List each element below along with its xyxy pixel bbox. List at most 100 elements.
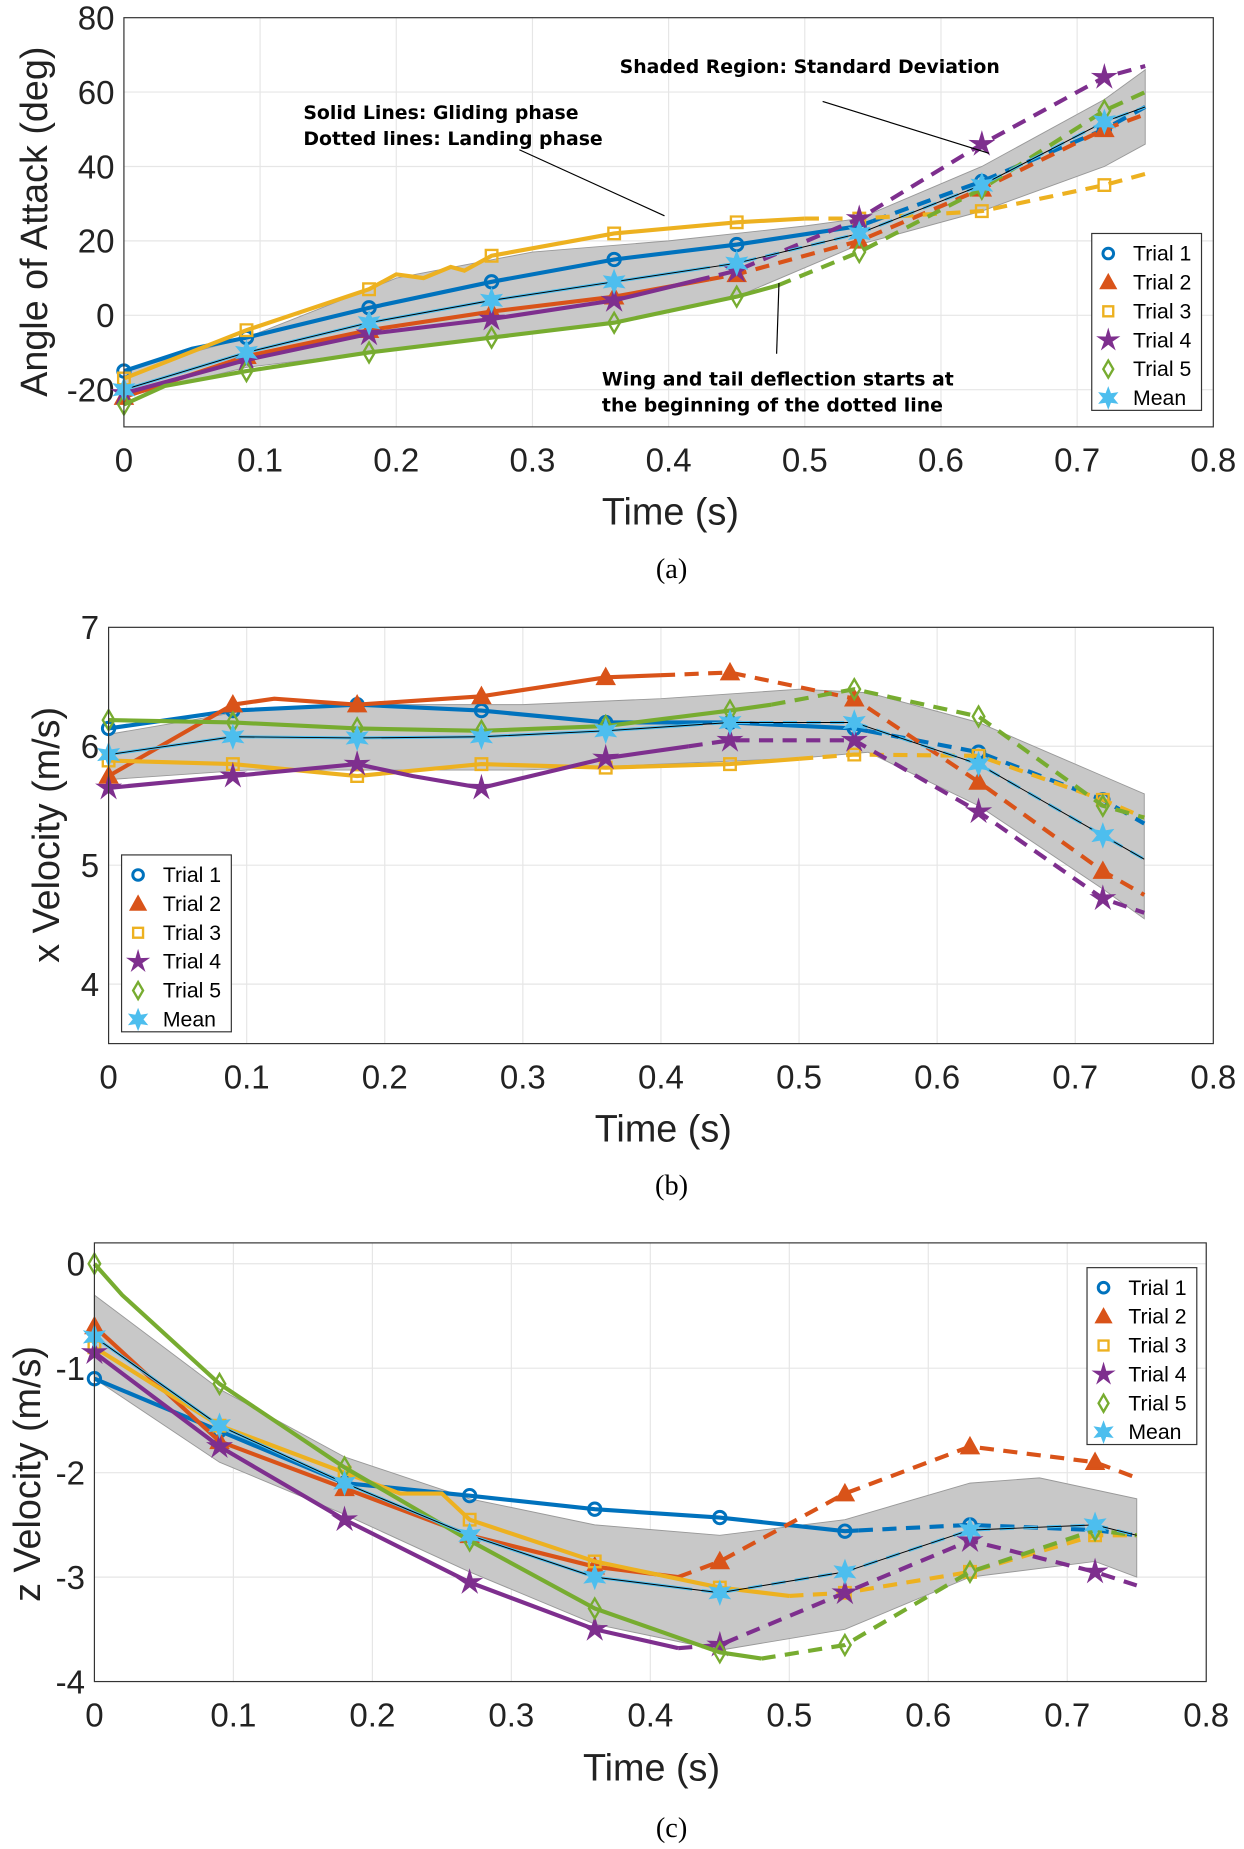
legend-marker-pentagram-icon bbox=[1091, 1361, 1116, 1385]
data-point bbox=[708, 1579, 732, 1606]
series-mean bbox=[112, 105, 1146, 404]
legend-box bbox=[120, 854, 232, 1033]
series-line-gliding bbox=[93, 1324, 679, 1580]
x-tick-label: 0.4 bbox=[638, 1058, 684, 1095]
data-point bbox=[606, 251, 622, 268]
annotations: Shaded Region: Standard Deviation Solid L… bbox=[303, 56, 999, 416]
data-point bbox=[478, 304, 506, 331]
x-tick-label: 0.2 bbox=[362, 1058, 408, 1095]
data-point bbox=[716, 726, 744, 752]
y-tick-label: 4 bbox=[81, 966, 99, 1003]
data-point bbox=[959, 1435, 981, 1455]
legend-marker-triangle-icon bbox=[129, 894, 148, 911]
y-tick-label: -4 bbox=[56, 1663, 85, 1700]
x-tick-label: 0.3 bbox=[500, 1058, 546, 1095]
data-point bbox=[595, 666, 616, 686]
legend-marker-triangle-icon bbox=[1099, 272, 1118, 290]
data-point bbox=[587, 1554, 602, 1569]
data-point bbox=[225, 757, 240, 772]
x-tick-label: 0.1 bbox=[224, 1058, 270, 1095]
data-point bbox=[723, 757, 737, 772]
legend-entry: Trial 1 bbox=[1128, 1277, 1186, 1300]
data-point bbox=[471, 685, 492, 705]
data-point bbox=[837, 1632, 853, 1658]
legend-marker-diamond-icon bbox=[1097, 1392, 1110, 1415]
legend: Trial 1 Trial 2 Trial 3 Trial 4 Trial 5 Mean bbox=[1091, 232, 1203, 411]
data-point bbox=[362, 282, 377, 297]
data-point bbox=[847, 220, 871, 247]
y-tick-label: 60 bbox=[78, 74, 115, 111]
data-point bbox=[719, 661, 741, 681]
data-point bbox=[1083, 1511, 1107, 1539]
data-point bbox=[718, 709, 742, 736]
data-point bbox=[968, 130, 996, 156]
data-point bbox=[964, 797, 993, 824]
data-point bbox=[834, 1482, 856, 1502]
y-tick-label: 5 bbox=[81, 847, 99, 884]
data-point bbox=[607, 310, 622, 335]
data-point bbox=[219, 761, 247, 788]
series-mean bbox=[97, 709, 1146, 861]
x-tick-label: 0.8 bbox=[1190, 1058, 1236, 1095]
series-line-gliding bbox=[93, 1350, 679, 1651]
data-point bbox=[239, 323, 254, 338]
y-axis-label: Angle of Attack (deg) bbox=[13, 47, 55, 397]
data-point bbox=[712, 1640, 727, 1665]
x-axis-label: Time (s) bbox=[602, 491, 739, 533]
data-point bbox=[1092, 108, 1116, 136]
legend-marker-square-icon bbox=[1097, 1339, 1110, 1352]
y-tick-label: 40 bbox=[78, 148, 115, 185]
series-trial4 bbox=[80, 1338, 1138, 1657]
series-line-landing bbox=[789, 1533, 1137, 1598]
x-tick-label: 0.1 bbox=[210, 1696, 256, 1733]
y-tick-label: -20 bbox=[67, 371, 115, 408]
x-tick-label: 0.5 bbox=[776, 1058, 822, 1095]
series-trial4 bbox=[95, 726, 1145, 915]
x-tick-label: 0.4 bbox=[627, 1696, 673, 1733]
legend-entry: Trial 5 bbox=[1133, 358, 1191, 381]
data-point bbox=[461, 1487, 478, 1504]
data-point bbox=[473, 702, 490, 719]
data-point bbox=[970, 171, 994, 199]
data-point bbox=[583, 1563, 607, 1591]
subfigure-caption: (a) bbox=[656, 554, 687, 585]
data-point bbox=[345, 724, 369, 752]
data-point bbox=[833, 1558, 857, 1586]
x-tick-label: 0.5 bbox=[766, 1696, 812, 1733]
y-tick-label: 20 bbox=[78, 223, 115, 260]
y-tick-label: 6 bbox=[81, 728, 99, 765]
legend: Trial 1 Trial 2 Trial 3 Trial 4 Trial 5 Mean bbox=[120, 854, 232, 1033]
series-line-gliding bbox=[92, 1262, 762, 1661]
x-tick-label: 0.7 bbox=[1044, 1696, 1090, 1733]
x-tick-label: 0.4 bbox=[646, 442, 692, 479]
data-point bbox=[729, 215, 744, 230]
x-tick-label: 0.2 bbox=[349, 1696, 395, 1733]
x-tick-label: 0 bbox=[85, 1696, 103, 1733]
data-point bbox=[725, 249, 749, 277]
chart-a: 0 0.1 0.2 0.3 0.4 0.5 0.6 0.7 0.8-20020406080Tim… bbox=[13, 0, 1236, 585]
y-tick-label: -1 bbox=[56, 1350, 85, 1387]
chart-c: 0 0.1 0.2 0.3 0.4 0.5 0.6 0.7 0.8 -4 -3 -2 -1 0 Time (… bbox=[6, 1242, 1229, 1844]
x-tick-label: 0.6 bbox=[914, 1058, 960, 1095]
data-point bbox=[480, 287, 504, 314]
data-point bbox=[594, 717, 618, 744]
data-point bbox=[484, 248, 499, 263]
legend-entry: Trial 3 bbox=[163, 922, 221, 945]
data-point bbox=[607, 226, 622, 241]
data-point bbox=[842, 709, 866, 736]
data-point bbox=[357, 309, 381, 336]
series-line-landing bbox=[688, 738, 1145, 915]
legend-marker-diamond-icon bbox=[131, 979, 145, 1002]
data-point bbox=[712, 1509, 728, 1526]
x-tick-label: 0.8 bbox=[1183, 1696, 1229, 1733]
data-point bbox=[847, 747, 862, 762]
legend-marker-square-icon bbox=[131, 926, 145, 939]
y-axis-label: z Velocity (m/s) bbox=[6, 1346, 48, 1602]
subfigure-caption: (c) bbox=[656, 1813, 687, 1844]
legend-entry: Mean bbox=[1133, 387, 1186, 410]
legend-marker-pentagram-icon bbox=[1096, 327, 1121, 351]
legend-entry: Trial 2 bbox=[1128, 1306, 1186, 1329]
data-point bbox=[1092, 860, 1114, 879]
x-tick-label: 0 bbox=[115, 442, 133, 479]
